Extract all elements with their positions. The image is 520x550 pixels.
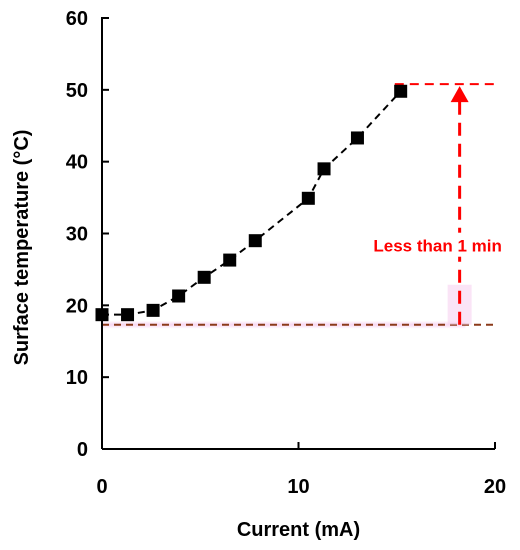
y-tick-label: 40 [66,152,88,174]
data-point [146,303,160,317]
data-point [197,270,211,284]
data-point [95,308,109,322]
y-tick-label: 50 [66,80,88,102]
data-point [301,191,315,205]
axes: 0 10 20 30 40 50 60 0 10 20 [66,8,506,498]
data-series [95,84,408,322]
x-tick-label: 0 [96,476,107,498]
y-tick-label: 10 [66,367,88,389]
y-tick-label: 30 [66,224,88,246]
data-point [223,253,237,267]
y-tick-label: 20 [66,295,88,317]
x-tick-label: 20 [484,476,506,498]
annotation-label-background [358,232,517,257]
annotation-label: Less than 1 min [373,237,501,256]
y-tick-label: 0 [77,439,88,461]
y-tick-label: 60 [66,8,88,30]
y-axis-title: Surface temperature (°C) [11,130,33,366]
reference-lines [102,83,495,329]
x-tick-label: 10 [287,476,309,498]
data-point [350,131,364,145]
data-point [317,162,331,176]
series-line [102,90,402,316]
data-point [248,234,262,248]
annotation-arrow-head [450,86,469,103]
data-point [172,289,186,303]
data-point [121,308,135,322]
annotation [358,86,517,325]
x-axis-title: Current (mA) [237,519,360,541]
data-point [394,84,408,98]
